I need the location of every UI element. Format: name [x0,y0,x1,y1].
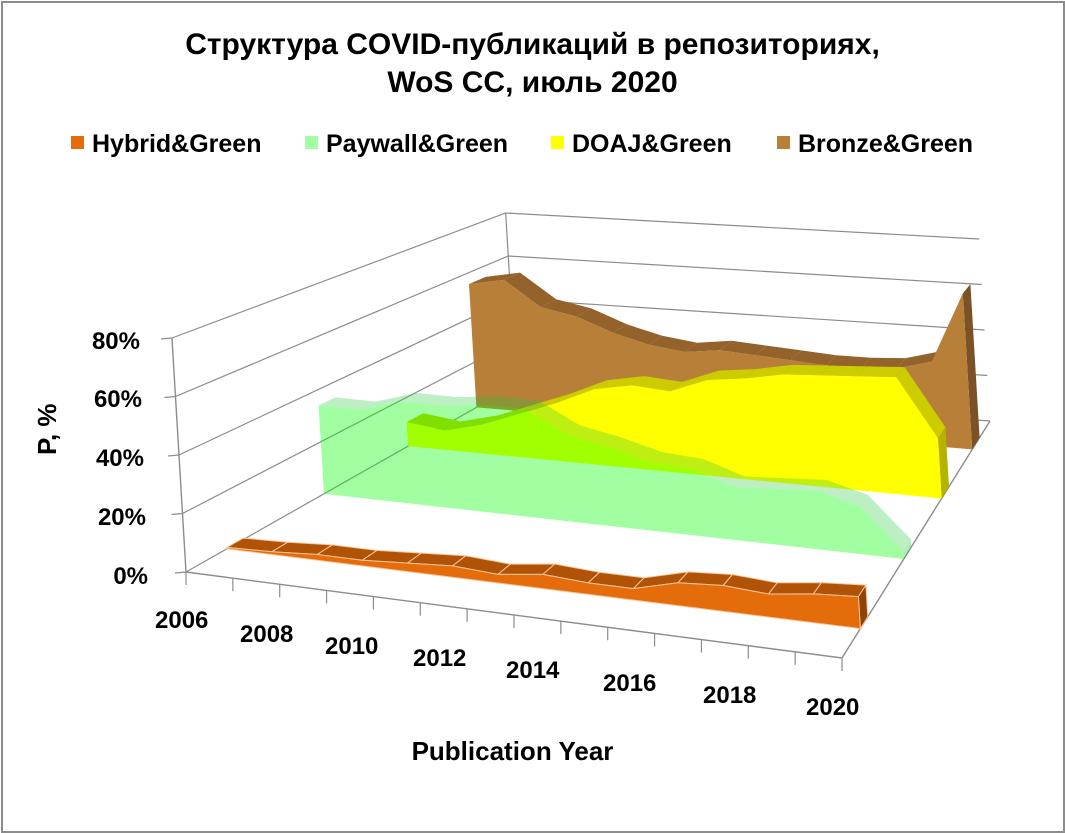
series-doaj-top-2006 [406,413,461,431]
legend-label-paywall: Paywall&Green [326,129,509,158]
series-bronze-top-2007 [504,272,557,308]
x-tick-label-2018: 2018 [703,682,757,709]
chart-title-line-2: WoS CC, июль 2020 [387,66,678,99]
chart-title-line-1: Структура COVID-публикаций в репозитория… [185,28,880,61]
x-tick-label-2020: 2020 [806,694,860,721]
x-tick-label-2014: 2014 [506,657,560,684]
x-tick-label-2012: 2012 [413,645,467,672]
series-bronze-top-2015 [790,350,837,366]
y-tick-40 [167,454,180,457]
series-doaj-top-2019 [896,367,946,439]
series-paywall-top-2019 [859,494,911,551]
series-paywall-top-2009 [442,396,498,406]
legend-item-hybrid: Hybrid&Green [71,127,261,161]
series-paywall-top-2017 [776,478,827,491]
series-doaj-top-2018 [858,366,905,378]
series-paywall-top-2016 [735,476,786,489]
legend: Hybrid&Green Paywall&Green DOAJ&Green Br… [0,127,1065,161]
y-axis-title: P, % [32,403,62,455]
y-tick-label-40: 40% [95,445,144,472]
legend-label-hybrid: Hybrid&Green [92,129,262,158]
y-tick-80 [160,337,173,340]
series-bronze-top-2016 [826,355,872,368]
series-doaj-end-face [938,427,949,499]
series-doaj-top-2013 [670,370,719,392]
series-paywall-top-2011 [524,400,580,435]
x-tick-label-2010: 2010 [325,633,379,660]
series-doaj-top-2012 [631,376,682,392]
legend-swatch-doaj [551,136,564,149]
x-tick-label-2006: 2006 [155,607,209,634]
y-tick-0 [174,571,187,574]
y-tick-20 [171,512,183,516]
series-bronze-top-2010 [612,324,663,345]
series-paywall-top-2010 [483,396,538,409]
x-tick-label-2008: 2008 [240,621,294,648]
series-doaj-top-2014 [707,369,756,380]
y-tick-label-0: 0% [113,563,148,590]
legend-swatch-paywall [305,136,318,149]
legend-swatch-bronze [777,136,790,149]
series-paywall-front-face [318,401,904,559]
y-tick-label-20: 20% [97,504,146,531]
series-paywall-end-face [903,539,912,559]
series-doaj-top-2010 [557,380,608,403]
series-doaj-front-face [406,374,942,499]
legend-label-bronze: Bronze&Green [798,129,974,158]
series-paywall-top-2013 [609,437,663,462]
y-tick-label-80: 80% [91,328,140,355]
series-doaj-top-2009 [519,393,571,414]
series-paywall-top-2012 [567,425,622,447]
x-axis-title: Publication Year [411,736,614,766]
series-bronze-end-face [962,284,980,450]
series-hybrid-front-face [226,546,861,630]
series-bronze-top-2017 [861,357,906,369]
series-doaj-top-2016 [782,364,830,376]
series-doaj-top-2015 [745,364,793,379]
series-bronze-top-2006 [469,272,520,285]
series-bronze-top-2009 [576,308,627,333]
y-tick-60 [164,395,176,399]
y-tick-label-60: 60% [93,386,142,413]
legend-item-paywall: Paywall&Green [305,127,508,161]
series-bronze-top-2014 [755,345,802,361]
series-paywall-top-2014 [651,452,704,470]
series-doaj-top-2008 [482,404,535,425]
series-paywall-top-2015 [692,459,745,487]
series-bronze-top-2013 [719,340,767,356]
series-doaj [406,364,949,499]
series-bronze-top-2012 [684,340,732,352]
legend-swatch-hybrid [71,136,84,149]
series-paywall-top-2007 [360,392,416,410]
series-hybrid-top-2018 [767,582,823,595]
series-paywall-top-2018 [817,479,868,506]
series-paywall [318,392,912,559]
legend-item-bronze: Bronze&Green [777,127,973,161]
series-paywall-top-2008 [400,392,457,406]
series-bronze-top-2011 [648,335,698,352]
series-hybrid [225,537,869,631]
series-doaj-top-2011 [594,376,645,390]
series-doaj-top-2017 [820,365,868,377]
series-doaj-top-2007 [445,415,498,431]
series-bronze-top-2018 [896,351,940,369]
x-tick-label-2016: 2016 [603,670,657,697]
y-axis-line [171,337,187,573]
legend-item-doaj: DOAJ&Green [551,127,732,161]
series-bronze-top-2008 [540,299,592,317]
legend-label-doaj: DOAJ&Green [572,129,732,158]
series-paywall-top-2006 [318,397,376,410]
